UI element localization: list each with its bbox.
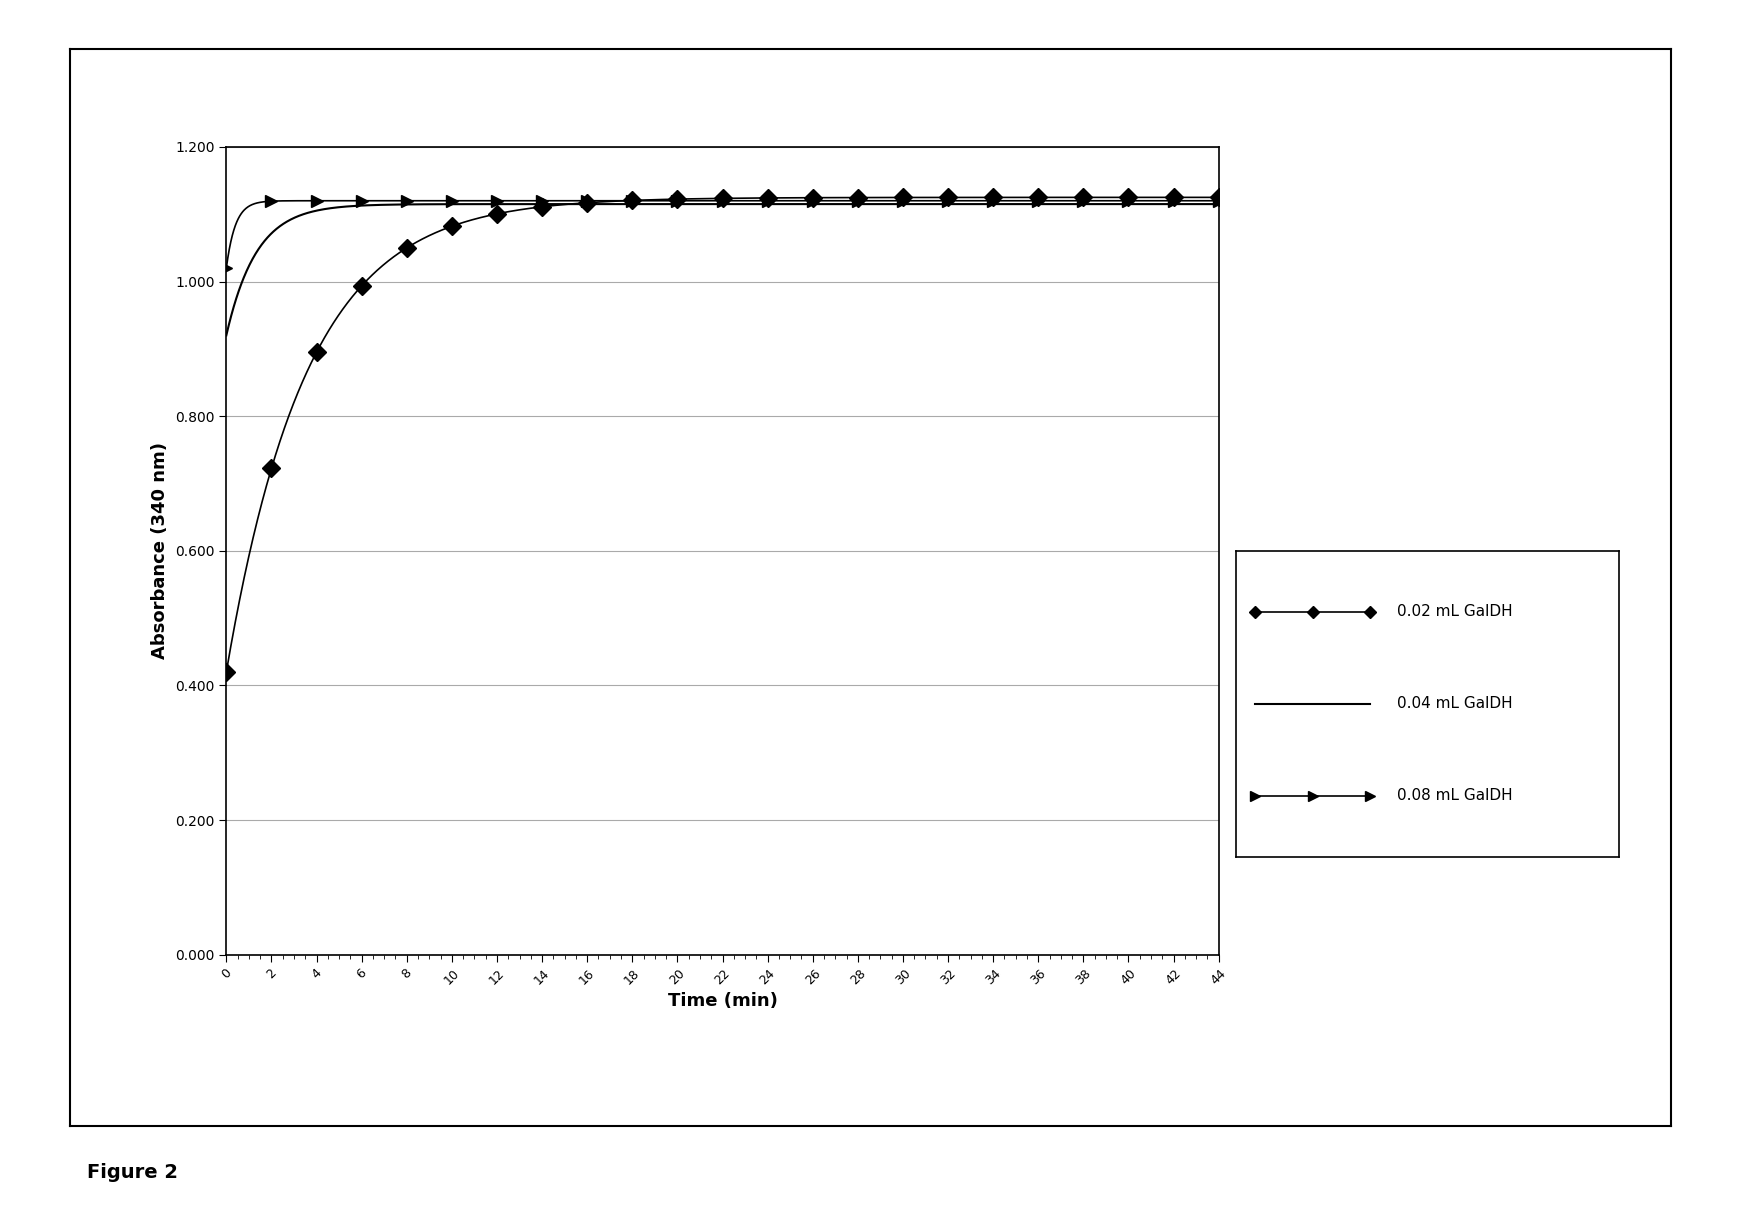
Text: 0.02 mL GalDH: 0.02 mL GalDH (1396, 605, 1513, 619)
Text: 0.08 mL GalDH: 0.08 mL GalDH (1396, 788, 1513, 803)
Y-axis label: Absorbance (340 nm): Absorbance (340 nm) (151, 442, 169, 660)
Text: Figure 2: Figure 2 (87, 1163, 178, 1182)
X-axis label: Time (min): Time (min) (667, 993, 778, 1011)
Text: 0.04 mL GalDH: 0.04 mL GalDH (1396, 696, 1513, 711)
